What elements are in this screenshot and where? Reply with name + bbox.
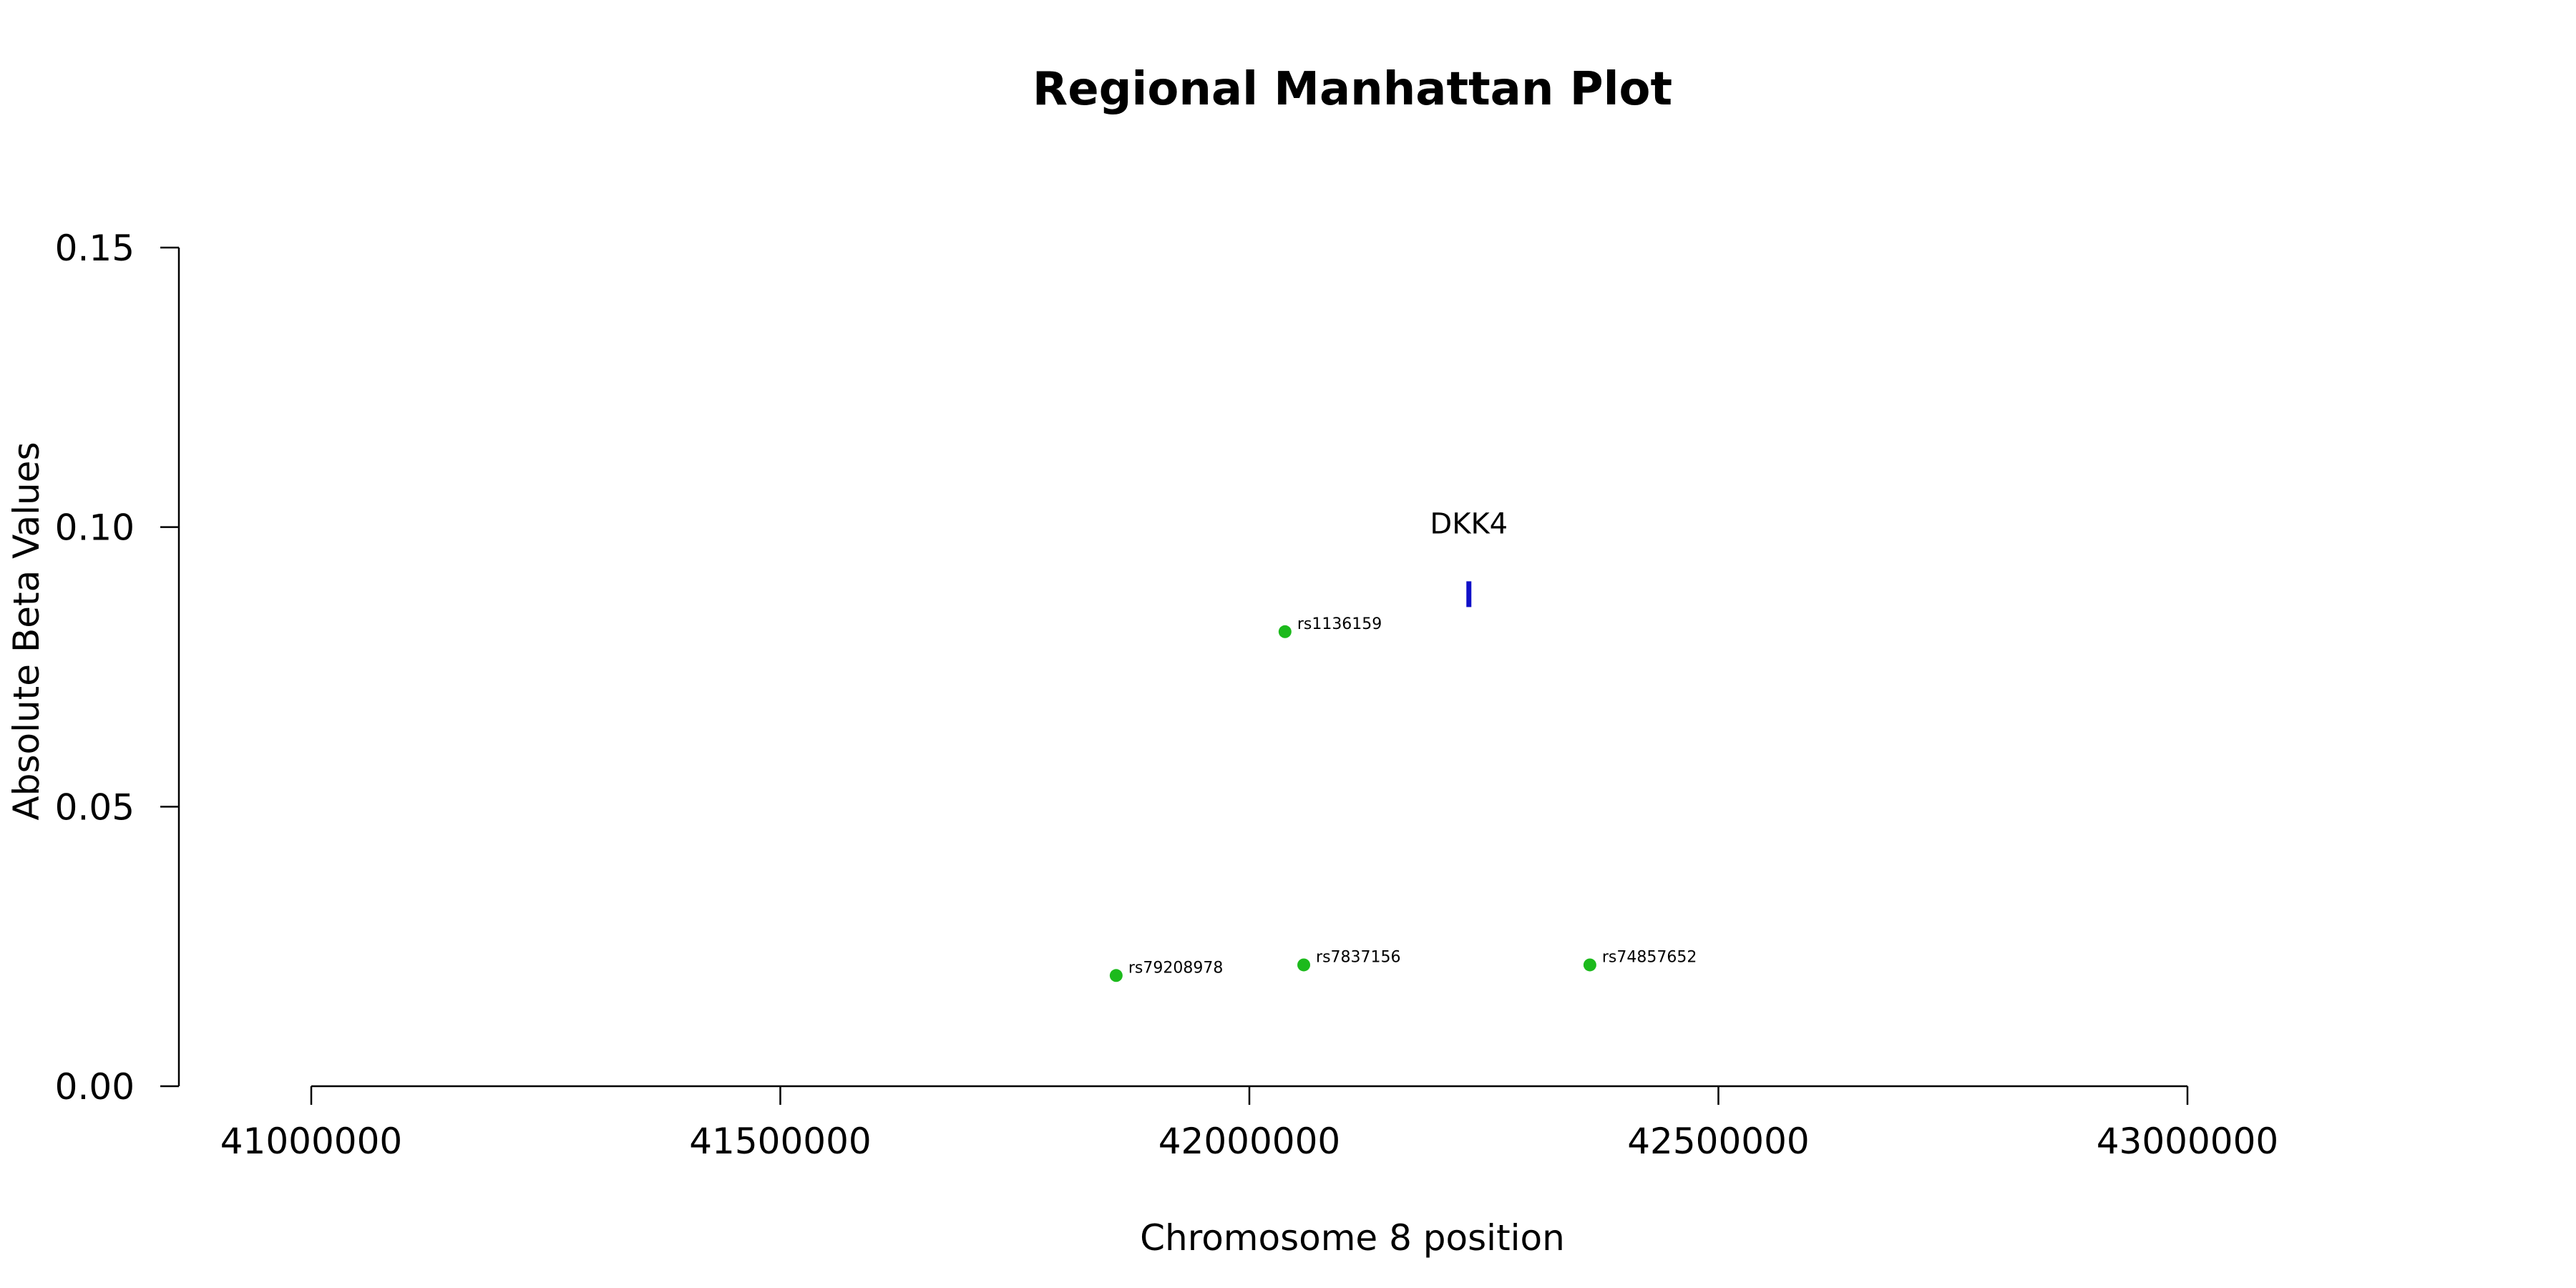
snp-point [1109, 969, 1123, 982]
snp-label: rs74857652 [1602, 948, 1697, 966]
plot-marks: rs79208978 rs1136159 rs7837156 rs74857652 DK… [1109, 507, 1697, 982]
y-tick-label: 0.00 [55, 1066, 135, 1108]
y-tick-label: 0.15 [55, 228, 135, 269]
snp-point [1297, 958, 1311, 972]
y-tick-label: 0.10 [55, 507, 135, 549]
x-tick-label: 43000000 [2097, 1121, 2279, 1162]
chart-title: Regional Manhattan Plot [1033, 63, 1672, 116]
snp-point [1278, 625, 1292, 638]
x-axis-label: Chromosome 8 position [1140, 1217, 1565, 1259]
y-axis-label: Absolute Beta Values [6, 442, 47, 821]
x-tick-label: 42500000 [1627, 1121, 1810, 1162]
y-axis: 0.00 0.05 0.10 0.15 [55, 228, 180, 1108]
x-tick-label: 41500000 [689, 1121, 872, 1162]
y-tick-label: 0.05 [55, 786, 135, 828]
x-tick-label: 41000000 [220, 1121, 403, 1162]
x-axis: 41000000 41500000 42000000 42500000 43000000 [220, 1085, 2279, 1162]
snp-label: rs7837156 [1316, 948, 1401, 966]
gene-label: DKK4 [1430, 507, 1508, 540]
snp-label: rs1136159 [1297, 615, 1382, 633]
snp-label: rs79208978 [1128, 959, 1223, 977]
snp-point [1583, 958, 1596, 972]
x-tick-label: 42000000 [1158, 1121, 1341, 1162]
